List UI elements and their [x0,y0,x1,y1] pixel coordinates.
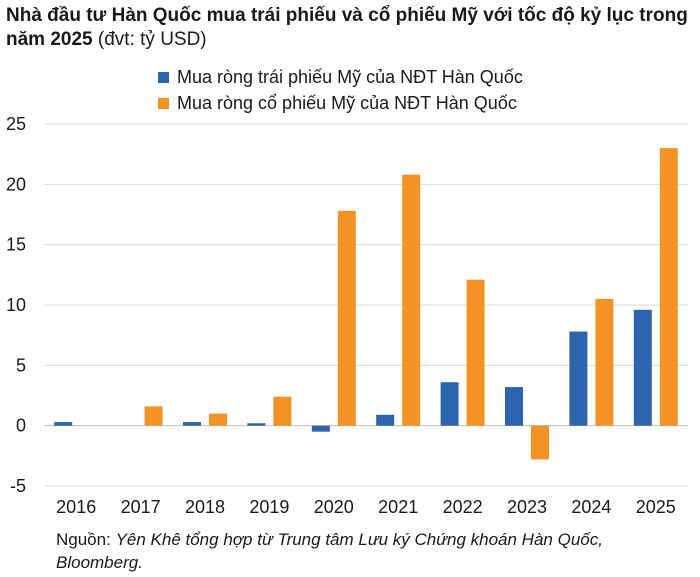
bar-bonds [183,422,201,426]
y-tick-label: 20 [6,174,26,194]
bar-bonds [247,423,266,426]
bar-bonds [440,382,459,426]
legend-swatch-stocks [158,97,169,109]
y-tick-label: 15 [6,235,26,255]
legend-item-stocks: Mua ròng cổ phiếu Mỹ của NĐT Hàn Quốc [158,90,523,116]
bar-stocks [273,396,292,426]
legend-item-bonds: Mua ròng trái phiếu Mỹ của NĐT Hàn Quốc [158,64,523,90]
chart-title-main: Nhà đầu tư Hàn Quốc mua trái phiếu và cổ… [6,5,688,50]
bar-stocks [531,425,549,460]
x-tick-label: 2021 [378,497,418,517]
source-note: Nguồn: Yên Khê tổng hợp từ Trung tâm Lưu… [56,528,676,574]
bar-bonds [54,422,73,426]
legend-swatch-bonds [158,71,169,83]
source-label: Nguồn: [56,530,111,549]
chart-title: Nhà đầu tư Hàn Quốc mua trái phiếu và cổ… [6,4,696,52]
source-text: Yên Khê tổng hợp từ Trung tâm Lưu ký Chứ… [56,530,603,572]
bar-stocks [144,406,163,426]
bar-bonds [505,387,523,426]
y-tick-label: 5 [16,355,26,375]
chart-title-unit: (đvt: tỷ USD) [97,29,207,50]
x-tick-label: 2018 [185,497,225,517]
x-tick-label: 2020 [314,497,354,517]
legend: Mua ròng trái phiếu Mỹ của NĐT Hàn Quốc … [158,64,523,116]
legend-label-bonds: Mua ròng trái phiếu Mỹ của NĐT Hàn Quốc [177,66,523,87]
x-tick-label: 2019 [249,497,289,517]
x-tick-label: 2023 [507,497,547,517]
y-tick-label: 0 [16,416,26,436]
legend-label-stocks: Mua ròng cổ phiếu Mỹ của NĐT Hàn Quốc [177,92,517,113]
bar-bonds [376,414,395,426]
bar-bonds [569,331,588,426]
bar-bonds [633,309,652,426]
x-tick-label: 2017 [121,497,161,517]
x-tick-label: 2022 [443,497,483,517]
bar-stocks [466,279,485,426]
y-tick-label: 10 [6,295,26,315]
x-tick-label: 2025 [636,497,676,517]
bar-bonds [311,425,330,432]
y-tick-label: 25 [6,114,26,134]
bar-stocks [209,413,227,426]
bar-stocks [402,174,421,426]
y-tick-label: -5 [10,476,26,496]
bar-stocks [595,298,614,426]
bar-stocks [337,210,356,426]
x-tick-label: 2024 [571,497,611,517]
x-tick-label: 2016 [56,497,96,517]
bar-stocks [659,148,678,426]
